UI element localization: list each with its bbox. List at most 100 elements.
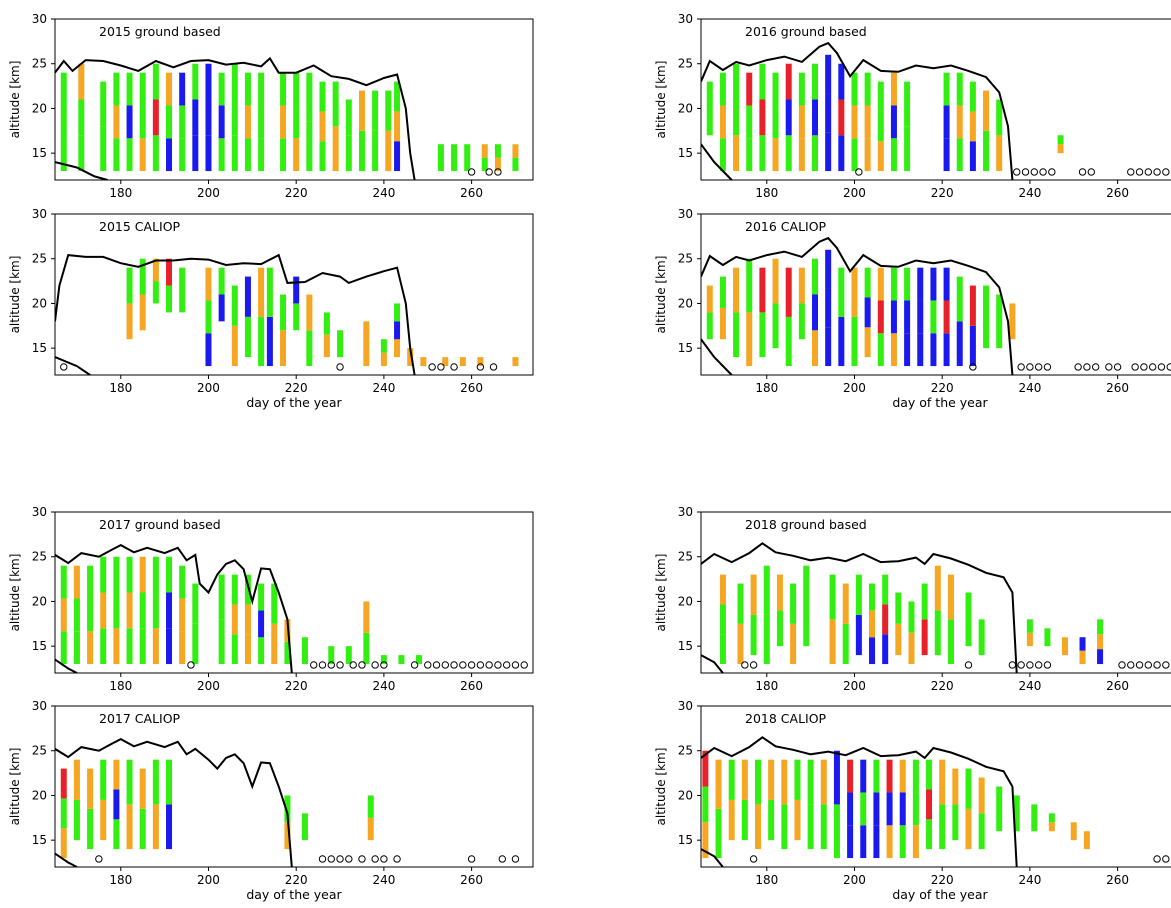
data-column <box>323 334 330 358</box>
data-column <box>126 556 133 593</box>
data-column <box>812 63 819 100</box>
data-column <box>899 759 906 793</box>
data-column <box>934 610 941 656</box>
data-column <box>231 99 238 136</box>
data-column <box>179 138 186 172</box>
y-tick-label: 25 <box>32 744 47 758</box>
axes-frame <box>700 18 1171 181</box>
marker-circle <box>467 855 476 863</box>
data-column <box>812 135 819 172</box>
marker-circle <box>380 855 388 863</box>
data-column <box>904 126 911 172</box>
data-column <box>293 276 300 304</box>
data-column <box>293 303 300 331</box>
data-column <box>437 144 444 172</box>
contour-bottom-line <box>701 143 733 180</box>
data-column <box>306 330 313 367</box>
data-column <box>152 628 159 665</box>
data-column <box>192 63 199 100</box>
data-column <box>1026 619 1033 633</box>
data-column <box>512 157 519 172</box>
y-tick-label: 30 <box>32 505 47 519</box>
data-column <box>152 556 159 593</box>
data-column <box>842 623 849 665</box>
marker-circle <box>1083 363 1091 371</box>
data-column <box>719 634 726 665</box>
data-column <box>166 285 173 313</box>
x-tick-label: 220 <box>285 381 308 395</box>
data-column <box>280 294 287 331</box>
data-column <box>746 105 753 139</box>
x-tick-label: 260 <box>460 381 483 395</box>
data-column <box>179 565 186 599</box>
y-tick-label: 20 <box>32 296 47 310</box>
x-tick-label: 180 <box>755 186 778 200</box>
marker-circle <box>1105 363 1113 371</box>
data-column <box>851 72 858 106</box>
marker-circle <box>520 661 528 669</box>
data-column <box>494 144 501 158</box>
data-column <box>394 141 401 172</box>
panel-title: 2015 CALIOP <box>99 219 181 234</box>
data-column <box>345 646 352 665</box>
y-tick-label: 30 <box>678 207 693 221</box>
data-column <box>869 610 876 638</box>
x-tick-label: 220 <box>931 186 954 200</box>
data-column <box>847 792 854 826</box>
data-column <box>367 795 374 818</box>
plot-area <box>701 736 1170 867</box>
data-column <box>332 126 339 172</box>
data-column <box>706 81 713 109</box>
data-column <box>969 285 976 326</box>
data-column <box>719 105 726 139</box>
marker-circle <box>494 661 502 669</box>
x-tick-label: 220 <box>285 679 308 693</box>
data-column <box>930 333 937 367</box>
y-tick-label: 20 <box>678 594 693 608</box>
x-tick-label: 240 <box>372 679 395 693</box>
data-column <box>306 121 313 172</box>
data-column <box>126 628 133 665</box>
data-column <box>1097 619 1104 635</box>
data-column <box>372 130 379 172</box>
data-column <box>332 81 339 127</box>
data-column <box>100 759 107 800</box>
data-column <box>152 99 159 136</box>
marker-circle <box>1026 363 1034 371</box>
data-column <box>908 601 915 633</box>
data-column <box>266 316 273 367</box>
marker-circle <box>1135 168 1144 176</box>
marker-circle <box>749 855 758 863</box>
data-column <box>1079 637 1086 651</box>
marker-circle <box>310 661 318 669</box>
data-column <box>776 574 783 611</box>
data-column <box>803 565 810 647</box>
data-column <box>772 72 779 106</box>
data-column <box>380 352 387 367</box>
marker-circle <box>494 168 502 176</box>
data-column <box>750 574 757 615</box>
data-column <box>166 72 173 106</box>
data-column <box>60 798 67 829</box>
data-column <box>258 138 265 172</box>
x-axis-label: day of the year <box>246 395 342 410</box>
data-column <box>890 267 897 301</box>
data-column <box>978 777 985 814</box>
data-column <box>280 72 287 106</box>
data-column <box>358 90 365 131</box>
data-column <box>179 631 186 665</box>
x-axis-label: day of the year <box>892 395 988 410</box>
data-column <box>380 339 387 353</box>
x-tick-label: 260 <box>1106 873 1129 887</box>
data-column <box>192 623 199 665</box>
x-tick-label: 240 <box>372 381 395 395</box>
data-column <box>908 632 915 665</box>
data-column <box>166 804 173 850</box>
marker-circle <box>1153 855 1161 863</box>
data-column <box>179 105 186 139</box>
data-column <box>798 105 805 139</box>
data-column <box>73 759 80 800</box>
y-tick-label: 15 <box>678 341 693 355</box>
data-column <box>293 138 300 172</box>
